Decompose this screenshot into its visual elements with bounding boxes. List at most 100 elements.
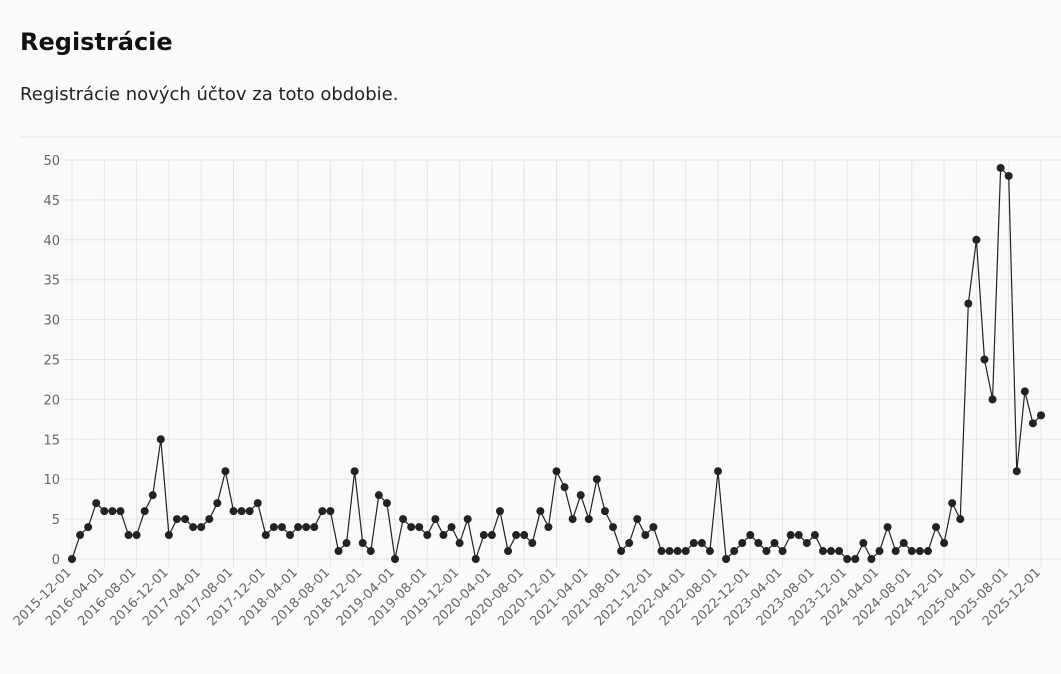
point [754,539,763,548]
point [156,435,165,444]
point [915,547,924,556]
point [714,467,722,476]
point [84,523,93,532]
point [116,507,125,516]
point [68,555,76,563]
point [649,523,658,532]
point [730,547,739,556]
point [899,539,908,548]
point [794,531,803,540]
point [487,531,496,540]
point [940,539,949,548]
point [988,395,997,404]
point [366,547,375,556]
point [92,499,101,508]
point [382,499,391,508]
point [657,547,666,556]
point [552,467,561,476]
point [891,547,900,556]
point [875,547,884,556]
y-tick-label: 20 [43,393,60,408]
point [1037,411,1045,420]
point [923,547,932,556]
point [431,515,440,524]
point [512,531,521,540]
point [350,467,359,476]
point [463,515,472,524]
point [641,531,650,540]
point [835,547,844,556]
point [415,523,424,532]
point [972,235,981,244]
point [302,523,311,532]
point [245,507,254,516]
point [132,531,141,540]
point [399,515,408,524]
point [617,547,626,556]
y-tick-label: 25 [43,354,60,369]
point [681,547,690,556]
point [568,515,577,524]
point [189,523,198,532]
point [851,555,860,563]
point [778,547,787,556]
point [1012,467,1021,476]
point [786,531,795,540]
point [447,523,456,532]
y-tick-label: 10 [43,473,60,488]
point [108,507,117,516]
point [722,555,731,563]
point [673,547,682,556]
point [277,523,286,532]
point [172,515,181,524]
widget-description: Registrácie nových účtov za toto obdobie… [20,84,398,105]
point [625,539,634,548]
y-tick-label: 35 [43,274,60,289]
y-tick-label: 30 [43,314,60,329]
point [455,539,464,548]
point [859,539,868,548]
point [697,539,706,548]
point [318,507,327,516]
point [843,555,852,563]
point [374,491,383,500]
point [294,523,303,532]
point [229,507,238,516]
point [124,531,133,540]
point [391,555,399,563]
point [253,499,262,508]
point [181,515,190,524]
point [609,523,618,532]
point [140,507,149,516]
y-tick-label: 15 [43,433,60,448]
point [205,515,214,524]
point [439,531,448,540]
point [802,539,811,548]
point [197,523,206,532]
point [342,539,351,548]
point [221,467,230,476]
point [907,547,916,556]
point [996,163,1005,172]
point [956,515,965,524]
point [286,531,295,540]
point [164,531,173,540]
point [592,475,601,484]
point [762,547,771,556]
point [980,355,989,364]
point [310,523,319,532]
point [576,491,585,500]
point [100,507,109,516]
point [520,531,529,540]
point [528,539,537,548]
point [770,539,779,548]
point [584,515,593,524]
point [76,531,85,540]
point [932,523,941,532]
point [423,531,432,540]
point [818,547,827,556]
point [810,531,819,540]
point [665,547,674,556]
